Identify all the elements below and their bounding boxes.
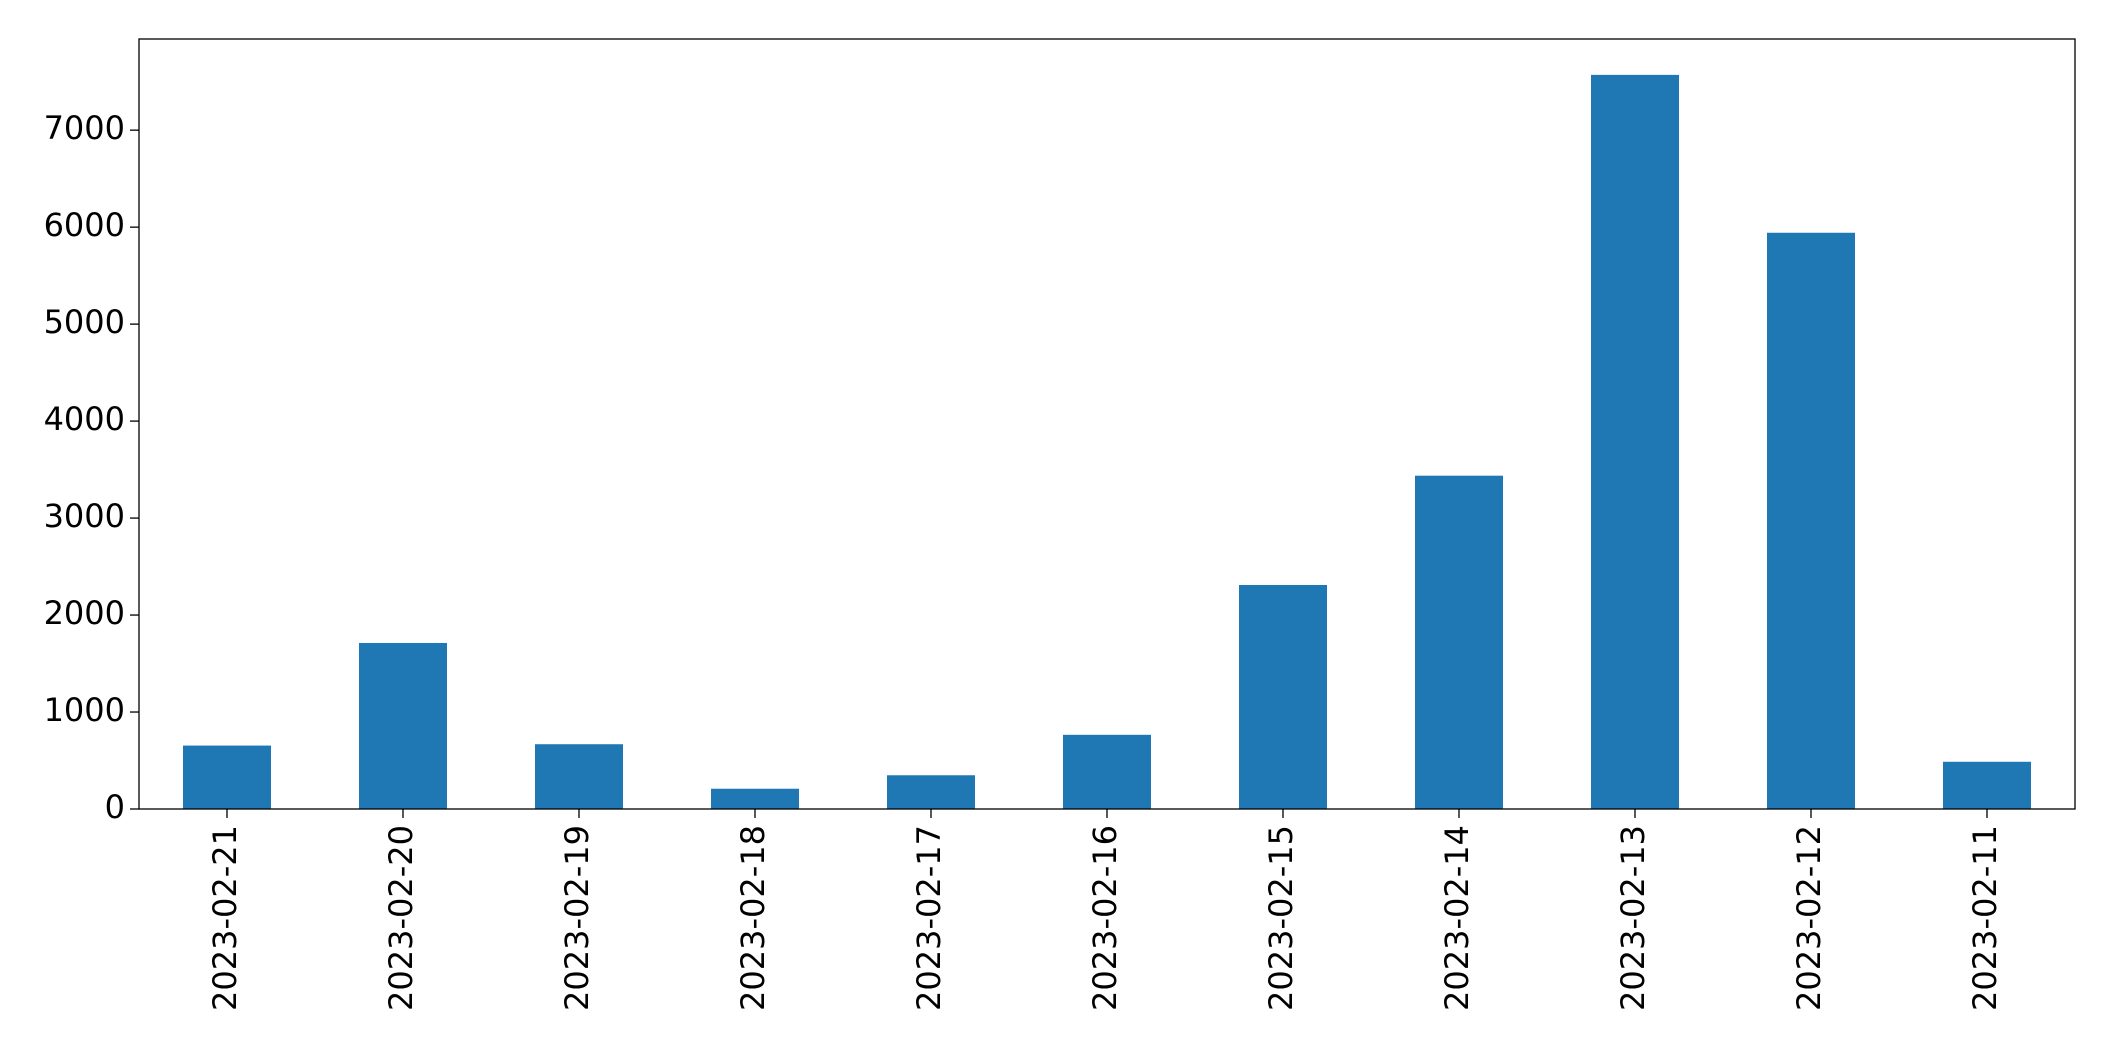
x-tick-label: 2023-02-11 xyxy=(1966,825,2004,1011)
bar xyxy=(1239,584,1327,809)
bar xyxy=(183,745,271,809)
x-tick-label: 2023-02-17 xyxy=(910,825,948,1011)
bar xyxy=(1767,232,1855,809)
x-tick-label: 2023-02-12 xyxy=(1790,825,1828,1011)
bar xyxy=(535,744,623,809)
plot-frame xyxy=(138,38,2076,810)
bar xyxy=(1591,74,1679,810)
x-tick-label: 2023-02-14 xyxy=(1438,825,1476,1011)
bar xyxy=(887,775,975,809)
x-tick-label: 2023-02-21 xyxy=(206,825,244,1011)
bar xyxy=(359,642,447,809)
bar xyxy=(1415,475,1503,809)
x-tick-label: 2023-02-15 xyxy=(1262,825,1300,1011)
y-tick-label: 2000 xyxy=(44,594,125,632)
y-tick-label: 6000 xyxy=(44,206,125,244)
y-tick-label: 5000 xyxy=(44,303,125,341)
x-tick-label: 2023-02-19 xyxy=(558,825,596,1011)
bar xyxy=(1063,734,1151,809)
x-tick-label: 2023-02-18 xyxy=(734,825,772,1011)
x-tick-label: 2023-02-13 xyxy=(1614,825,1652,1011)
y-tick-label: 4000 xyxy=(44,400,125,438)
y-tick-label: 1000 xyxy=(44,691,125,729)
bar xyxy=(1943,761,2031,809)
y-tick-label: 0 xyxy=(105,788,125,826)
y-tick-label: 3000 xyxy=(44,497,125,535)
x-tick-label: 2023-02-20 xyxy=(382,825,420,1011)
x-tick-label: 2023-02-16 xyxy=(1086,825,1124,1011)
bar xyxy=(711,788,799,809)
y-tick-label: 7000 xyxy=(44,109,125,147)
